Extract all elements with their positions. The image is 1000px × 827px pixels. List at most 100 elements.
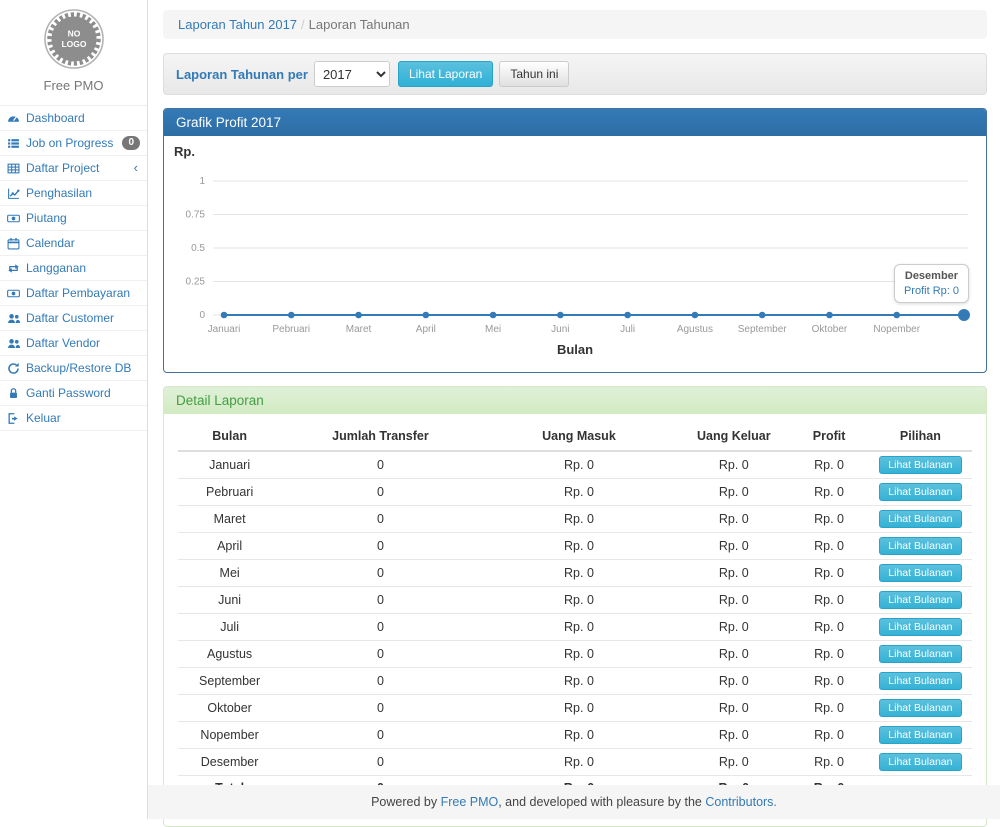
table-row-desember: Desember0Rp. 0Rp. 0Rp. 0Lihat Bulanan <box>178 749 972 776</box>
column-header-profit: Profit <box>789 422 868 451</box>
dashboard-icon <box>7 112 20 125</box>
sidebar: NO LOGO Free PMO DashboardJob on Progres… <box>0 0 148 819</box>
cell-jumlah: 0 <box>281 479 480 506</box>
cell-masuk: Rp. 0 <box>480 587 679 614</box>
sidebar-item-langganan[interactable]: Langganan <box>0 256 147 281</box>
cell-bulan: Januari <box>178 451 281 479</box>
profit-chart-title: Grafik Profit 2017 <box>164 109 986 136</box>
cell-jumlah: 0 <box>281 560 480 587</box>
sidebar-item-calendar[interactable]: Calendar <box>0 231 147 256</box>
cell-jumlah: 0 <box>281 641 480 668</box>
view-monthly-button-oktober[interactable]: Lihat Bulanan <box>879 699 961 717</box>
view-monthly-button-juni[interactable]: Lihat Bulanan <box>879 591 961 609</box>
detail-report-body: BulanJumlah TransferUang MasukUang Kelua… <box>164 414 986 826</box>
view-monthly-button-pebruari[interactable]: Lihat Bulanan <box>879 483 961 501</box>
sidebar-item-daftar-customer[interactable]: Daftar Customer <box>0 306 147 331</box>
tasks-icon <box>7 137 20 150</box>
cell-pilihan: Lihat Bulanan <box>869 641 972 668</box>
sidebar-item-label: Daftar Pembayaran <box>26 286 130 300</box>
sidebar-item-label: Backup/Restore DB <box>26 361 131 375</box>
cell-profit: Rp. 0 <box>789 451 868 479</box>
table-row-nopember: Nopember0Rp. 0Rp. 0Rp. 0Lihat Bulanan <box>178 722 972 749</box>
breadcrumb-separator: / <box>297 17 309 32</box>
sidebar-item-piutang[interactable]: Piutang <box>0 206 147 231</box>
svg-text:Mei: Mei <box>485 324 501 335</box>
view-monthly-button-juli[interactable]: Lihat Bulanan <box>879 618 961 636</box>
cell-keluar: Rp. 0 <box>678 668 789 695</box>
cell-pilihan: Lihat Bulanan <box>869 614 972 641</box>
year-filter-form: Laporan Tahunan per 2017 Lihat Laporan T… <box>163 53 987 95</box>
sidebar-item-label: Keluar <box>26 411 61 425</box>
sidebar-item-label: Langganan <box>26 261 86 275</box>
sidebar-item-penghasilan[interactable]: Penghasilan <box>0 181 147 206</box>
cell-keluar: Rp. 0 <box>678 451 789 479</box>
svg-text:0.5: 0.5 <box>191 243 205 254</box>
profit-line-chart[interactable]: 00.250.50.751JanuariPebruariMaretAprilMe… <box>180 142 970 342</box>
svg-text:September: September <box>738 324 788 335</box>
view-monthly-button-april[interactable]: Lihat Bulanan <box>879 537 961 555</box>
cell-masuk: Rp. 0 <box>480 695 679 722</box>
cell-keluar: Rp. 0 <box>678 749 789 776</box>
cell-pilihan: Lihat Bulanan <box>869 533 972 560</box>
view-monthly-button-september[interactable]: Lihat Bulanan <box>879 672 961 690</box>
cell-profit: Rp. 0 <box>789 614 868 641</box>
table-row-pebruari: Pebruari0Rp. 0Rp. 0Rp. 0Lihat Bulanan <box>178 479 972 506</box>
cell-profit: Rp. 0 <box>789 668 868 695</box>
sidebar-item-job-on-progress[interactable]: Job on Progress0 <box>0 131 147 156</box>
cell-bulan: April <box>178 533 281 560</box>
cell-pilihan: Lihat Bulanan <box>869 668 972 695</box>
sidebar-item-label: Job on Progress <box>26 136 113 150</box>
sidebar-item-keluar[interactable]: Keluar <box>0 406 147 431</box>
view-monthly-button-nopember[interactable]: Lihat Bulanan <box>879 726 961 744</box>
cell-keluar: Rp. 0 <box>678 560 789 587</box>
cell-jumlah: 0 <box>281 749 480 776</box>
cell-keluar: Rp. 0 <box>678 506 789 533</box>
profit-chart-panel: Grafik Profit 2017 Rp. 00.250.50.751Janu… <box>163 108 987 373</box>
svg-text:0: 0 <box>199 310 205 321</box>
table-icon <box>7 162 20 175</box>
cell-bulan: Oktober <box>178 695 281 722</box>
sidebar-item-backup-restore-db[interactable]: Backup/Restore DB <box>0 356 147 381</box>
x-axis-title: Bulan <box>164 342 986 357</box>
cell-masuk: Rp. 0 <box>480 749 679 776</box>
column-header-pilihan: Pilihan <box>869 422 972 451</box>
svg-text:0.75: 0.75 <box>186 210 206 221</box>
svg-text:Oktober: Oktober <box>812 324 848 335</box>
detail-report-title: Detail Laporan <box>164 387 986 414</box>
table-row-agustus: Agustus0Rp. 0Rp. 0Rp. 0Lihat Bulanan <box>178 641 972 668</box>
view-monthly-button-maret[interactable]: Lihat Bulanan <box>879 510 961 528</box>
footer-link-contributors[interactable]: Contributors. <box>705 795 777 809</box>
sidebar-item-ganti-password[interactable]: Ganti Password <box>0 381 147 406</box>
sidebar-item-daftar-vendor[interactable]: Daftar Vendor <box>0 331 147 356</box>
sidebar-item-daftar-project[interactable]: Daftar Project‹ <box>0 156 147 181</box>
sidebar-item-label: Penghasilan <box>26 186 92 200</box>
cell-pilihan: Lihat Bulanan <box>869 587 972 614</box>
cell-jumlah: 0 <box>281 668 480 695</box>
money-icon <box>7 212 20 225</box>
cell-jumlah: 0 <box>281 533 480 560</box>
cell-pilihan: Lihat Bulanan <box>869 479 972 506</box>
view-monthly-button-januari[interactable]: Lihat Bulanan <box>879 456 961 474</box>
footer-link-freepmo[interactable]: Free PMO <box>441 795 499 809</box>
year-select[interactable]: 2017 <box>314 61 390 87</box>
logo-box: NO LOGO Free PMO <box>0 0 147 105</box>
no-logo-icon: NO LOGO <box>43 8 105 70</box>
table-row-september: September0Rp. 0Rp. 0Rp. 0Lihat Bulanan <box>178 668 972 695</box>
cell-pilihan: Lihat Bulanan <box>869 749 972 776</box>
sidebar-item-label: Piutang <box>26 211 67 225</box>
cell-masuk: Rp. 0 <box>480 641 679 668</box>
cell-masuk: Rp. 0 <box>480 479 679 506</box>
sidebar-item-dashboard[interactable]: Dashboard <box>0 106 147 131</box>
cell-keluar: Rp. 0 <box>678 722 789 749</box>
view-report-button[interactable]: Lihat Laporan <box>398 61 493 87</box>
cell-profit: Rp. 0 <box>789 560 868 587</box>
breadcrumb-link-laporan-tahun[interactable]: Laporan Tahun 2017 <box>178 17 297 32</box>
breadcrumb-current: Laporan Tahunan <box>309 17 410 32</box>
view-monthly-button-desember[interactable]: Lihat Bulanan <box>879 753 961 771</box>
this-year-button[interactable]: Tahun ini <box>499 61 569 87</box>
view-monthly-button-agustus[interactable]: Lihat Bulanan <box>879 645 961 663</box>
sidebar-item-daftar-pembayaran[interactable]: Daftar Pembayaran <box>0 281 147 306</box>
column-header-uang-keluar: Uang Keluar <box>678 422 789 451</box>
cell-masuk: Rp. 0 <box>480 560 679 587</box>
view-monthly-button-mei[interactable]: Lihat Bulanan <box>879 564 961 582</box>
